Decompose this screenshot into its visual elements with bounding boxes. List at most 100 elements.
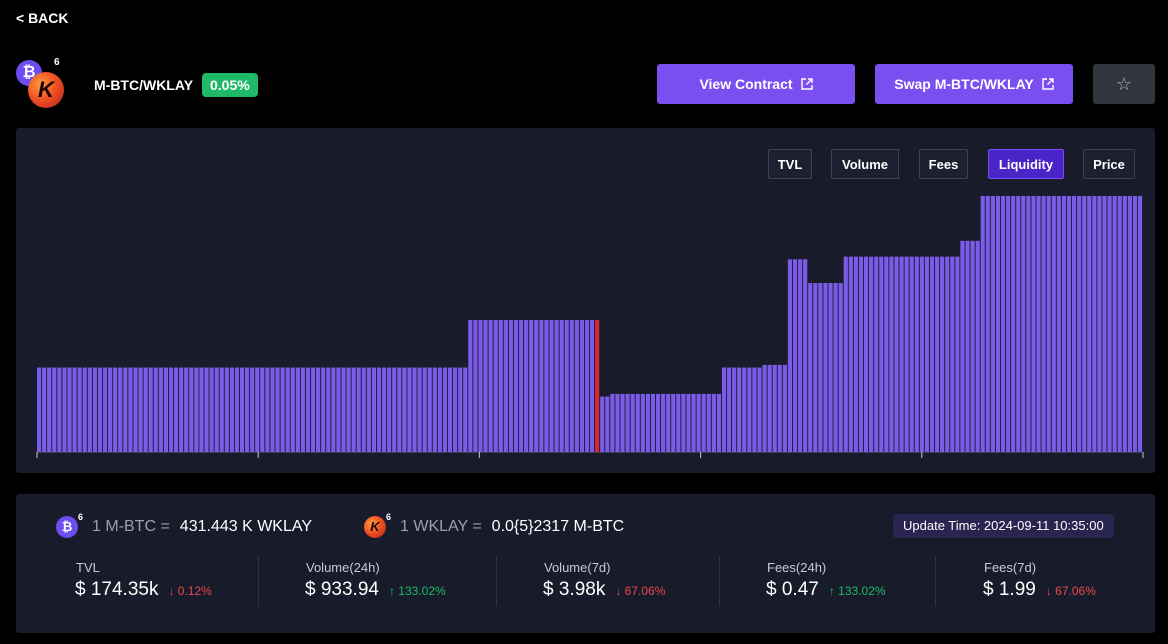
- liquidity-bar: [879, 256, 884, 452]
- liquidity-bar: [275, 367, 280, 452]
- liquidity-bar: [934, 256, 940, 452]
- liquidity-bar: [102, 367, 108, 452]
- liquidity-bar: [965, 240, 970, 452]
- liquidity-bar: [204, 367, 209, 452]
- stat-change: ↑ 133.02%: [828, 584, 886, 598]
- wklay-token-icon: K: [28, 72, 64, 108]
- liquidity-bar: [650, 393, 656, 452]
- liquidity-bar: [234, 367, 240, 452]
- tab-liquidity[interactable]: Liquidity: [988, 149, 1064, 179]
- liquidity-bar: [711, 393, 716, 452]
- liquidity-bar: [777, 364, 782, 452]
- liquidity-bar: [42, 367, 47, 452]
- liquidity-bar: [828, 283, 833, 452]
- external-link-icon: [800, 78, 813, 90]
- liquidity-bar: [838, 283, 843, 452]
- liquidity-bar: [1092, 195, 1097, 453]
- liquidity-bar: [265, 367, 270, 452]
- liquidity-bar: [635, 393, 640, 452]
- liquidity-bar: [270, 367, 275, 452]
- liquidity-bar: [889, 256, 894, 452]
- stat-label: Fees(24h): [767, 560, 827, 575]
- liquidity-bar: [559, 320, 564, 452]
- tab-price[interactable]: Price: [1083, 149, 1135, 179]
- liquidity-bar: [432, 367, 437, 452]
- liquidity-bar: [1071, 195, 1077, 453]
- tab-fees[interactable]: Fees: [919, 149, 968, 179]
- liquidity-bar: [77, 367, 82, 452]
- liquidity-bar: [427, 367, 432, 452]
- liquidity-bar: [442, 367, 448, 452]
- liquidity-bar: [681, 393, 686, 452]
- network-badge: 6: [54, 57, 60, 68]
- stat-value: $ 0.47: [766, 579, 819, 600]
- stat-label: Volume(7d): [544, 560, 611, 575]
- liquidity-bar: [361, 367, 366, 452]
- liquidity-bar: [1000, 195, 1006, 453]
- liquidity-bar: [458, 367, 463, 452]
- liquidity-bar: [757, 367, 762, 452]
- liquidity-bar: [513, 320, 519, 452]
- liquidity-bar: [1077, 195, 1082, 453]
- liquidity-bar: [356, 367, 361, 452]
- liquidity-bar: [37, 367, 42, 452]
- liquidity-bar: [762, 364, 767, 452]
- liquidity-bar: [52, 367, 57, 452]
- liquidity-bar: [158, 367, 163, 452]
- stat-fees-7d: Fees(7d) $ 1.99 ↓ 67.06%: [983, 560, 1096, 601]
- liquidity-bar: [823, 283, 828, 452]
- liquidity-bar: [813, 283, 818, 452]
- liquidity-bar: [645, 393, 650, 452]
- favorite-button[interactable]: ☆: [1093, 64, 1155, 104]
- liquidity-bar: [919, 256, 924, 452]
- liquidity-bar: [290, 367, 295, 452]
- tab-volume[interactable]: Volume: [831, 149, 899, 179]
- liquidity-bar: [863, 256, 869, 452]
- view-contract-button[interactable]: View Contract: [657, 64, 855, 104]
- rate-wklay: K 6 1 WKLAY = 0.0{5}2317 M-BTC: [364, 512, 624, 540]
- back-button[interactable]: < BACK: [16, 10, 69, 26]
- liquidity-bar: [260, 367, 265, 452]
- mbtc-mini-icon: ₿: [56, 516, 78, 538]
- liquidity-bar: [544, 320, 549, 452]
- liquidity-bar: [366, 367, 371, 452]
- liquidity-bar: [189, 367, 194, 452]
- liquidity-bar: [371, 367, 377, 452]
- liquidity-bar: [229, 367, 234, 452]
- liquidity-bar: [123, 367, 128, 452]
- liquidity-bar: [529, 320, 534, 452]
- liquidity-bar: [336, 367, 341, 452]
- liquidity-bar: [975, 240, 980, 452]
- liquidity-bar: [721, 367, 727, 452]
- liquidity-bar: [554, 320, 559, 452]
- divider: [935, 556, 936, 606]
- tab-tvl[interactable]: TVL: [768, 149, 812, 179]
- liquidity-bar: [321, 367, 326, 452]
- liquidity-bar: [300, 367, 305, 452]
- liquidity-bar: [245, 367, 250, 452]
- liquidity-bar: [726, 367, 732, 452]
- liquidity-bar: [148, 367, 153, 452]
- liquidity-bar: [285, 367, 290, 452]
- liquidity-bar: [326, 367, 331, 452]
- liquidity-bar: [118, 367, 123, 452]
- liquidity-bar: [929, 256, 935, 452]
- liquidity-bar: [168, 367, 174, 452]
- liquidity-bar: [173, 367, 179, 452]
- fee-tier-badge: 0.05%: [202, 73, 258, 97]
- rate-mbtc-lhs: 1 M-BTC =: [92, 518, 170, 535]
- liquidity-bar: [97, 367, 103, 452]
- liquidity-bar: [305, 367, 311, 452]
- chart-panel: TVL Volume Fees Liquidity Price: [16, 128, 1155, 473]
- divider: [258, 556, 259, 606]
- liquidity-bar: [92, 367, 97, 452]
- liquidity-bar: [310, 367, 316, 452]
- swap-button[interactable]: Swap M-BTC/WKLAY: [875, 64, 1073, 104]
- stat-change: ↓ 67.06%: [615, 584, 666, 598]
- liquidity-bar: [1061, 195, 1066, 453]
- stat-fees-24h: Fees(24h) $ 0.47 ↑ 133.02%: [766, 560, 886, 601]
- liquidity-bar: [493, 320, 498, 452]
- liquidity-bar: [950, 256, 955, 452]
- liquidity-bar: [1031, 195, 1036, 453]
- liquidity-bar: [1026, 195, 1031, 453]
